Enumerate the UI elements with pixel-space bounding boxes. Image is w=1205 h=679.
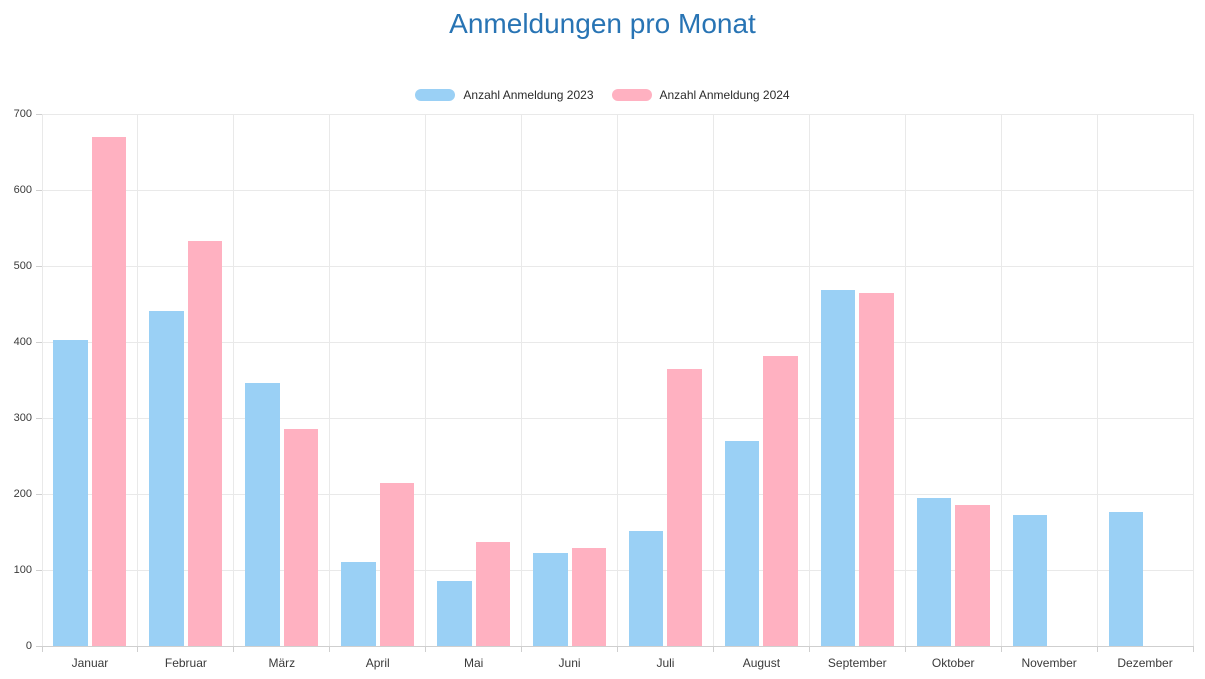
bar-2024-april[interactable] — [379, 483, 415, 646]
x-axis-month-label: Mai — [463, 656, 484, 670]
x-axis-month-label: Juli — [656, 656, 675, 670]
legend-item-2023[interactable]: Anzahl Anmeldung 2023 — [415, 88, 594, 102]
bar-2023-mai[interactable] — [437, 581, 472, 646]
bar-2024-august[interactable] — [763, 356, 798, 646]
y-axis-tick-label: 0 — [25, 639, 32, 652]
x-axis-month-label: April — [365, 656, 390, 670]
x-axis-tick — [521, 646, 523, 652]
x-axis-month-label: Oktober — [931, 656, 975, 670]
v-gridline — [1192, 114, 1194, 646]
x-axis-tick — [329, 646, 331, 652]
y-axis-tick-label: 300 — [13, 411, 32, 424]
legend-label-2024: Anzahl Anmeldung 2024 — [659, 88, 790, 102]
x-axis-month-label: Januar — [71, 656, 109, 670]
v-gridline — [41, 114, 43, 646]
y-axis-tick — [36, 265, 42, 267]
y-axis-tick — [36, 341, 42, 343]
bar-2023-april[interactable] — [341, 562, 376, 646]
bar-2023-dezember[interactable] — [1108, 512, 1144, 646]
x-axis-month-label: Juni — [558, 656, 581, 670]
bar-2023-januar[interactable] — [53, 339, 88, 646]
x-axis-month-label: Februar — [164, 656, 207, 670]
bar-2024-oktober[interactable] — [955, 505, 990, 646]
bar-2024-juni[interactable] — [571, 547, 607, 646]
y-axis-tick — [36, 189, 42, 191]
x-axis-tick — [904, 646, 906, 652]
x-axis-tick — [808, 646, 810, 652]
bar-2024-märz[interactable] — [283, 428, 319, 646]
x-axis-tick — [1000, 646, 1002, 652]
bar-2024-juli[interactable] — [667, 368, 702, 646]
v-gridline — [233, 114, 235, 646]
v-gridline — [137, 114, 139, 646]
bar-2024-februar[interactable] — [187, 240, 223, 646]
bar-2023-juni[interactable] — [533, 553, 568, 646]
x-axis-tick — [233, 646, 235, 652]
x-axis-month-label: November — [1021, 656, 1077, 670]
x-axis-tick — [137, 646, 139, 652]
y-axis-tick — [36, 493, 42, 495]
x-axis-tick — [425, 646, 427, 652]
bar-2023-juli[interactable] — [628, 531, 664, 646]
v-gridline — [425, 114, 427, 646]
v-gridline — [329, 114, 331, 646]
legend-swatch-2024 — [611, 89, 652, 101]
y-axis-tick-label: 500 — [13, 259, 32, 272]
chart-title: Anmeldungen pro Monat — [449, 8, 756, 39]
x-axis-tick — [1096, 646, 1098, 652]
v-gridline — [712, 114, 714, 646]
v-gridline — [808, 114, 810, 646]
bar-2023-august[interactable] — [724, 440, 760, 646]
y-axis-tick — [36, 645, 42, 647]
x-axis-tick — [617, 646, 618, 652]
x-axis-tick — [41, 646, 43, 652]
v-gridline — [904, 114, 906, 646]
y-axis-tick — [36, 569, 42, 571]
x-axis-month-label: März — [268, 656, 296, 670]
bar-2023-märz[interactable] — [245, 383, 280, 646]
x-axis-tick — [1192, 646, 1194, 652]
bar-2024-september[interactable] — [859, 292, 894, 646]
y-axis-tick-label: 400 — [13, 335, 32, 348]
x-axis-month-label: August — [742, 656, 781, 670]
bar-2024-januar[interactable] — [91, 136, 127, 646]
y-axis-tick-label: 600 — [13, 183, 32, 196]
bar-2023-september[interactable] — [820, 289, 856, 646]
y-axis-tick-label: 200 — [13, 487, 32, 500]
x-axis-month-label: Dezember — [1117, 656, 1173, 670]
v-gridline — [1096, 114, 1098, 646]
v-gridline — [617, 114, 618, 646]
legend-swatch-2023 — [415, 89, 456, 101]
v-gridline — [1000, 114, 1002, 646]
bar-2023-november[interactable] — [1012, 514, 1048, 646]
bar-2023-februar[interactable] — [149, 310, 184, 646]
bar-2024-mai[interactable] — [475, 541, 511, 646]
v-gridline — [521, 114, 523, 646]
chart-legend: Anzahl Anmeldung 2023 Anzahl Anmeldung 2… — [0, 89, 1205, 101]
y-axis-tick-label: 100 — [13, 563, 32, 576]
y-axis-tick — [36, 417, 42, 419]
x-axis-tick — [712, 646, 714, 652]
legend-item-2024[interactable]: Anzahl Anmeldung 2024 — [611, 88, 790, 102]
bar-2023-oktober[interactable] — [916, 497, 952, 646]
legend-label-2023: Anzahl Anmeldung 2023 — [463, 88, 594, 102]
y-axis-tick-label: 700 — [13, 107, 32, 120]
x-axis-line — [42, 645, 1193, 647]
y-axis-tick — [36, 113, 42, 115]
x-axis-month-label: September — [827, 656, 887, 670]
